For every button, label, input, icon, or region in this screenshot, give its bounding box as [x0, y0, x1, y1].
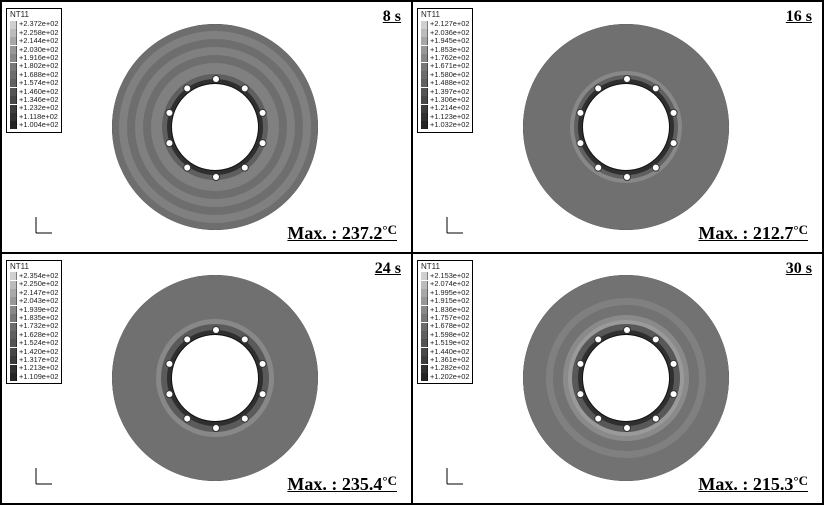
disc	[112, 24, 318, 230]
bolt-circle	[523, 275, 729, 481]
legend-row: +1.004e+02	[10, 121, 58, 129]
max-temp-label: Max. : 237.2°C	[287, 223, 397, 244]
panel-16s: NT11 +2.127e+02+2.036e+02+1.945e+02+1.85…	[412, 1, 823, 253]
legend-title: NT11	[10, 263, 58, 271]
legend: NT11 +2.153e+02+2.074e+02+1.995e+02+1.91…	[417, 260, 473, 385]
bolt-hole	[258, 390, 266, 398]
bolt-hole	[576, 109, 584, 117]
max-temp-label: Max. : 235.4°C	[287, 474, 397, 495]
figure-grid: NT11 +2.372e+02+2.258e+02+2.144e+02+2.03…	[0, 0, 824, 505]
bolt-hole	[576, 390, 584, 398]
disc-graphic	[112, 24, 318, 230]
bolt-hole	[623, 326, 631, 334]
bolt-hole	[183, 163, 191, 171]
axis-triad-icon	[32, 464, 56, 493]
bolt-hole	[212, 326, 220, 334]
bolt-hole	[576, 360, 584, 368]
bolt-hole	[576, 139, 584, 147]
bolt-hole	[212, 424, 220, 432]
bolt-hole	[240, 84, 248, 92]
legend-rows: +2.127e+02+2.036e+02+1.945e+02+1.853e+02…	[421, 20, 469, 129]
bolt-circle	[112, 24, 318, 230]
bolt-hole	[669, 390, 677, 398]
legend-title: NT11	[421, 263, 469, 271]
axis-triad-icon	[443, 464, 467, 493]
time-label: 16 s	[786, 8, 812, 26]
max-temp-label: Max. : 212.7°C	[698, 223, 808, 244]
bolt-hole	[165, 390, 173, 398]
legend: NT11 +2.354e+02+2.250e+02+2.147e+02+2.04…	[6, 260, 62, 385]
bolt-hole	[258, 109, 266, 117]
bolt-hole	[623, 75, 631, 83]
legend-rows: +2.153e+02+2.074e+02+1.995e+02+1.915e+02…	[421, 272, 469, 381]
legend-row: +1.202e+02	[421, 373, 469, 381]
max-temp-label: Max. : 215.3°C	[698, 474, 808, 495]
bolt-hole	[651, 415, 659, 423]
bolt-hole	[212, 75, 220, 83]
panel-30s: NT11 +2.153e+02+2.074e+02+1.995e+02+1.91…	[412, 253, 823, 505]
disc-graphic	[112, 275, 318, 481]
legend-rows: +2.372e+02+2.258e+02+2.144e+02+2.030e+02…	[10, 20, 58, 129]
bolt-hole	[240, 163, 248, 171]
bolt-hole	[651, 336, 659, 344]
bolt-hole	[240, 415, 248, 423]
bolt-hole	[594, 163, 602, 171]
bolt-hole	[669, 109, 677, 117]
bolt-hole	[258, 139, 266, 147]
bolt-hole	[240, 336, 248, 344]
bolt-circle	[523, 24, 729, 230]
panel-24s: NT11 +2.354e+02+2.250e+02+2.147e+02+2.04…	[1, 253, 412, 505]
bolt-hole	[165, 139, 173, 147]
bolt-hole	[623, 424, 631, 432]
time-label: 30 s	[786, 260, 812, 278]
disc	[523, 275, 729, 481]
bolt-hole	[651, 84, 659, 92]
time-label: 8 s	[383, 8, 401, 26]
bolt-hole	[623, 173, 631, 181]
axis-triad-icon	[443, 213, 467, 242]
disc-graphic	[523, 275, 729, 481]
bolt-hole	[669, 139, 677, 147]
bolt-hole	[165, 109, 173, 117]
disc	[112, 275, 318, 481]
disc-graphic	[523, 24, 729, 230]
bolt-hole	[183, 336, 191, 344]
bolt-hole	[594, 415, 602, 423]
time-label: 24 s	[375, 260, 401, 278]
legend: NT11 +2.372e+02+2.258e+02+2.144e+02+2.03…	[6, 8, 62, 133]
legend-title: NT11	[10, 11, 58, 19]
legend-title: NT11	[421, 11, 469, 19]
bolt-hole	[183, 84, 191, 92]
legend-rows: +2.354e+02+2.250e+02+2.147e+02+2.043e+02…	[10, 272, 58, 381]
disc	[523, 24, 729, 230]
legend-row: +1.032e+02	[421, 121, 469, 129]
legend: NT11 +2.127e+02+2.036e+02+1.945e+02+1.85…	[417, 8, 473, 133]
bolt-hole	[669, 360, 677, 368]
legend-row: +1.109e+02	[10, 373, 58, 381]
bolt-hole	[212, 173, 220, 181]
bolt-hole	[165, 360, 173, 368]
panel-8s: NT11 +2.372e+02+2.258e+02+2.144e+02+2.03…	[1, 1, 412, 253]
bolt-circle	[112, 275, 318, 481]
bolt-hole	[183, 415, 191, 423]
bolt-hole	[258, 360, 266, 368]
bolt-hole	[594, 336, 602, 344]
axis-triad-icon	[32, 213, 56, 242]
bolt-hole	[594, 84, 602, 92]
bolt-hole	[651, 163, 659, 171]
